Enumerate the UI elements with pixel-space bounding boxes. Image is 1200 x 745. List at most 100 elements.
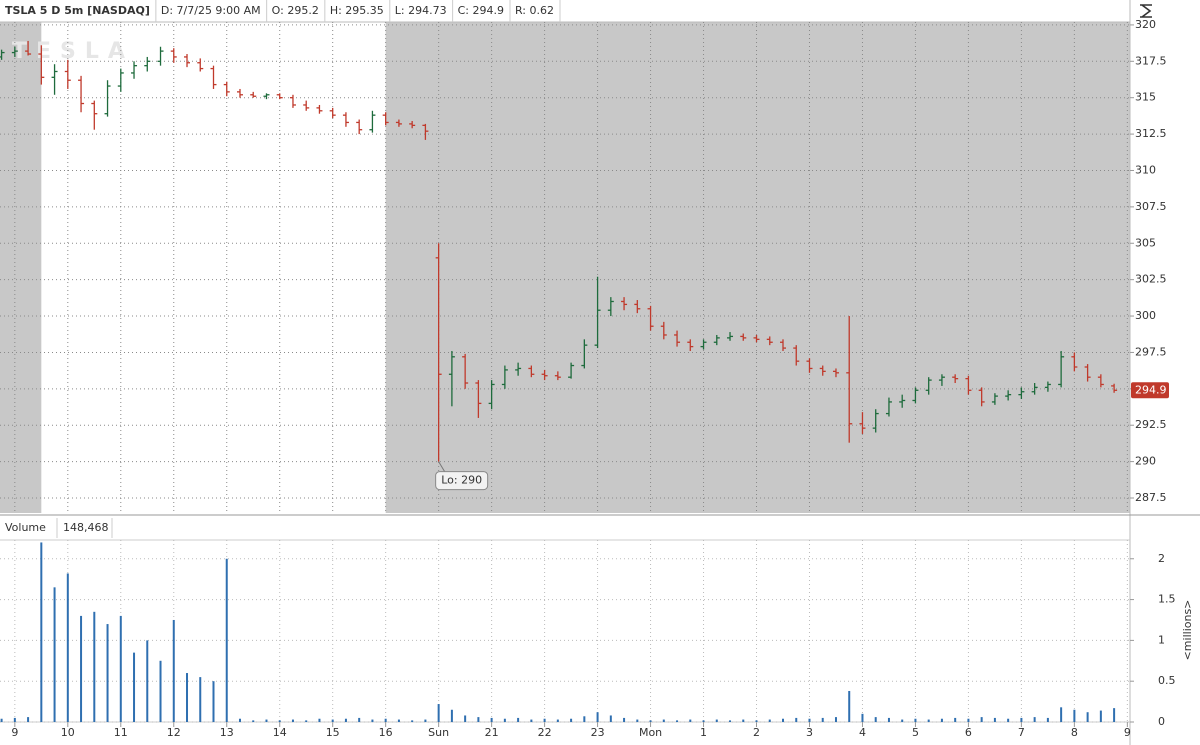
volume-bar: [225, 558, 228, 722]
volume-bar: [676, 720, 679, 722]
y-tick-label: 0.5: [1158, 674, 1176, 687]
volume-bar: [742, 719, 745, 722]
volume-axis-label: <millions>: [1181, 600, 1194, 661]
volume-bar: [808, 718, 811, 722]
last-price-tag: [1131, 382, 1169, 399]
volume-bar: [834, 717, 837, 722]
x-tick-label: 1: [700, 726, 707, 739]
y-tick-label: 287.5: [1135, 491, 1167, 504]
volume-bar: [993, 717, 996, 722]
volume-bar: [715, 719, 718, 722]
volume-bar: [450, 709, 453, 722]
volume-bar: [133, 652, 136, 722]
volume-bar: [954, 717, 957, 722]
volume-bar: [278, 720, 281, 722]
x-tick-label: 14: [273, 726, 287, 739]
volume-bar: [93, 611, 96, 722]
volume-bar: [80, 615, 83, 722]
volume-value: 148,468: [63, 521, 109, 534]
volume-bar: [0, 718, 3, 722]
volume-bar: [755, 720, 758, 722]
annotation-text: Lo: 290: [441, 474, 482, 487]
volume-bar: [159, 660, 162, 722]
y-tick-label: 310: [1135, 163, 1156, 176]
volume-bar: [411, 720, 414, 722]
y-tick-label: 305: [1135, 236, 1156, 249]
x-tick-label: 12: [167, 726, 181, 739]
header-cell: O: 295.2: [272, 4, 319, 17]
volume-bar: [795, 717, 798, 722]
y-tick-label: 317.5: [1135, 54, 1167, 67]
watermark: TESLA: [12, 39, 134, 64]
volume-bar: [768, 719, 771, 722]
x-tick-label: 15: [326, 726, 340, 739]
volume-bar: [1113, 708, 1116, 722]
y-tick-label: 290: [1135, 455, 1156, 468]
volume-bar: [517, 717, 520, 722]
x-tick-label: 7: [1018, 726, 1025, 739]
volume-bar: [384, 718, 387, 722]
volume-bar: [1086, 712, 1089, 722]
y-tick-label: 1: [1158, 633, 1165, 646]
volume-bar: [40, 542, 43, 722]
header-cell: R: 0.62: [515, 4, 554, 17]
y-tick-label: 302.5: [1135, 273, 1167, 286]
x-tick-label: 3: [806, 726, 813, 739]
volume-bar: [662, 719, 665, 722]
y-tick-label: 2: [1158, 552, 1165, 565]
y-tick-label: 292.5: [1135, 418, 1167, 431]
volume-bar: [503, 718, 506, 722]
header-cell: TSLA 5 D 5m [NASDAQ]: [5, 4, 150, 17]
header-cell: C: 294.9: [458, 4, 504, 17]
y-tick-label: 297.5: [1135, 345, 1167, 358]
volume-bar: [702, 720, 705, 722]
volume-bar: [1060, 707, 1063, 722]
volume-bar: [901, 719, 904, 722]
header-cell: D: 7/7/25 9:00 AM: [161, 4, 261, 17]
volume-bar: [172, 619, 175, 722]
volume-bar: [106, 624, 109, 722]
y-tick-label: 315: [1135, 91, 1156, 104]
x-tick-label: Sun: [428, 726, 449, 739]
volume-bar: [53, 587, 56, 722]
session-band: [41, 22, 386, 513]
volume-bar: [1020, 717, 1023, 722]
x-tick-label: 6: [965, 726, 972, 739]
x-tick-label: 21: [485, 726, 499, 739]
volume-bar: [848, 690, 851, 722]
icon-glyph[interactable]: [1140, 4, 1152, 18]
volume-bar: [887, 717, 890, 722]
x-tick-label: 13: [220, 726, 234, 739]
x-tick-label: 16: [379, 726, 393, 739]
volume-bar: [371, 719, 374, 722]
icon-bg[interactable]: [1136, 2, 1156, 20]
x-tick-label: 5: [912, 726, 919, 739]
volume-bar: [927, 719, 930, 722]
volume-bar: [940, 718, 943, 722]
volume-bar: [291, 719, 294, 722]
x-tick-label: 2: [753, 726, 760, 739]
volume-bar: [212, 681, 215, 722]
y-tick-label: 312.5: [1135, 127, 1167, 140]
volume-bar: [13, 717, 16, 722]
settings-icon[interactable]: [1136, 2, 1156, 20]
last-price-label: 294.9: [1135, 383, 1167, 396]
volume-bar: [1046, 717, 1049, 722]
x-tick-label: 10: [61, 726, 75, 739]
volume-bar: [543, 718, 546, 722]
volume-bar: [980, 717, 983, 722]
volume-bar: [609, 715, 612, 722]
volume-bar: [331, 719, 334, 722]
volume-bar: [729, 720, 732, 722]
volume-bar: [782, 718, 785, 722]
x-tick-label: Mon: [639, 726, 662, 739]
volume-bar: [570, 718, 573, 722]
volume-bar: [477, 717, 480, 722]
y-tick-label: 320: [1135, 18, 1156, 31]
volume-bar: [318, 718, 321, 722]
volume-bar: [1073, 709, 1076, 722]
volume-bar: [583, 716, 586, 722]
header-cell: H: 295.35: [330, 4, 384, 17]
x-tick-label: 8: [1071, 726, 1078, 739]
volume-bar: [861, 713, 864, 722]
